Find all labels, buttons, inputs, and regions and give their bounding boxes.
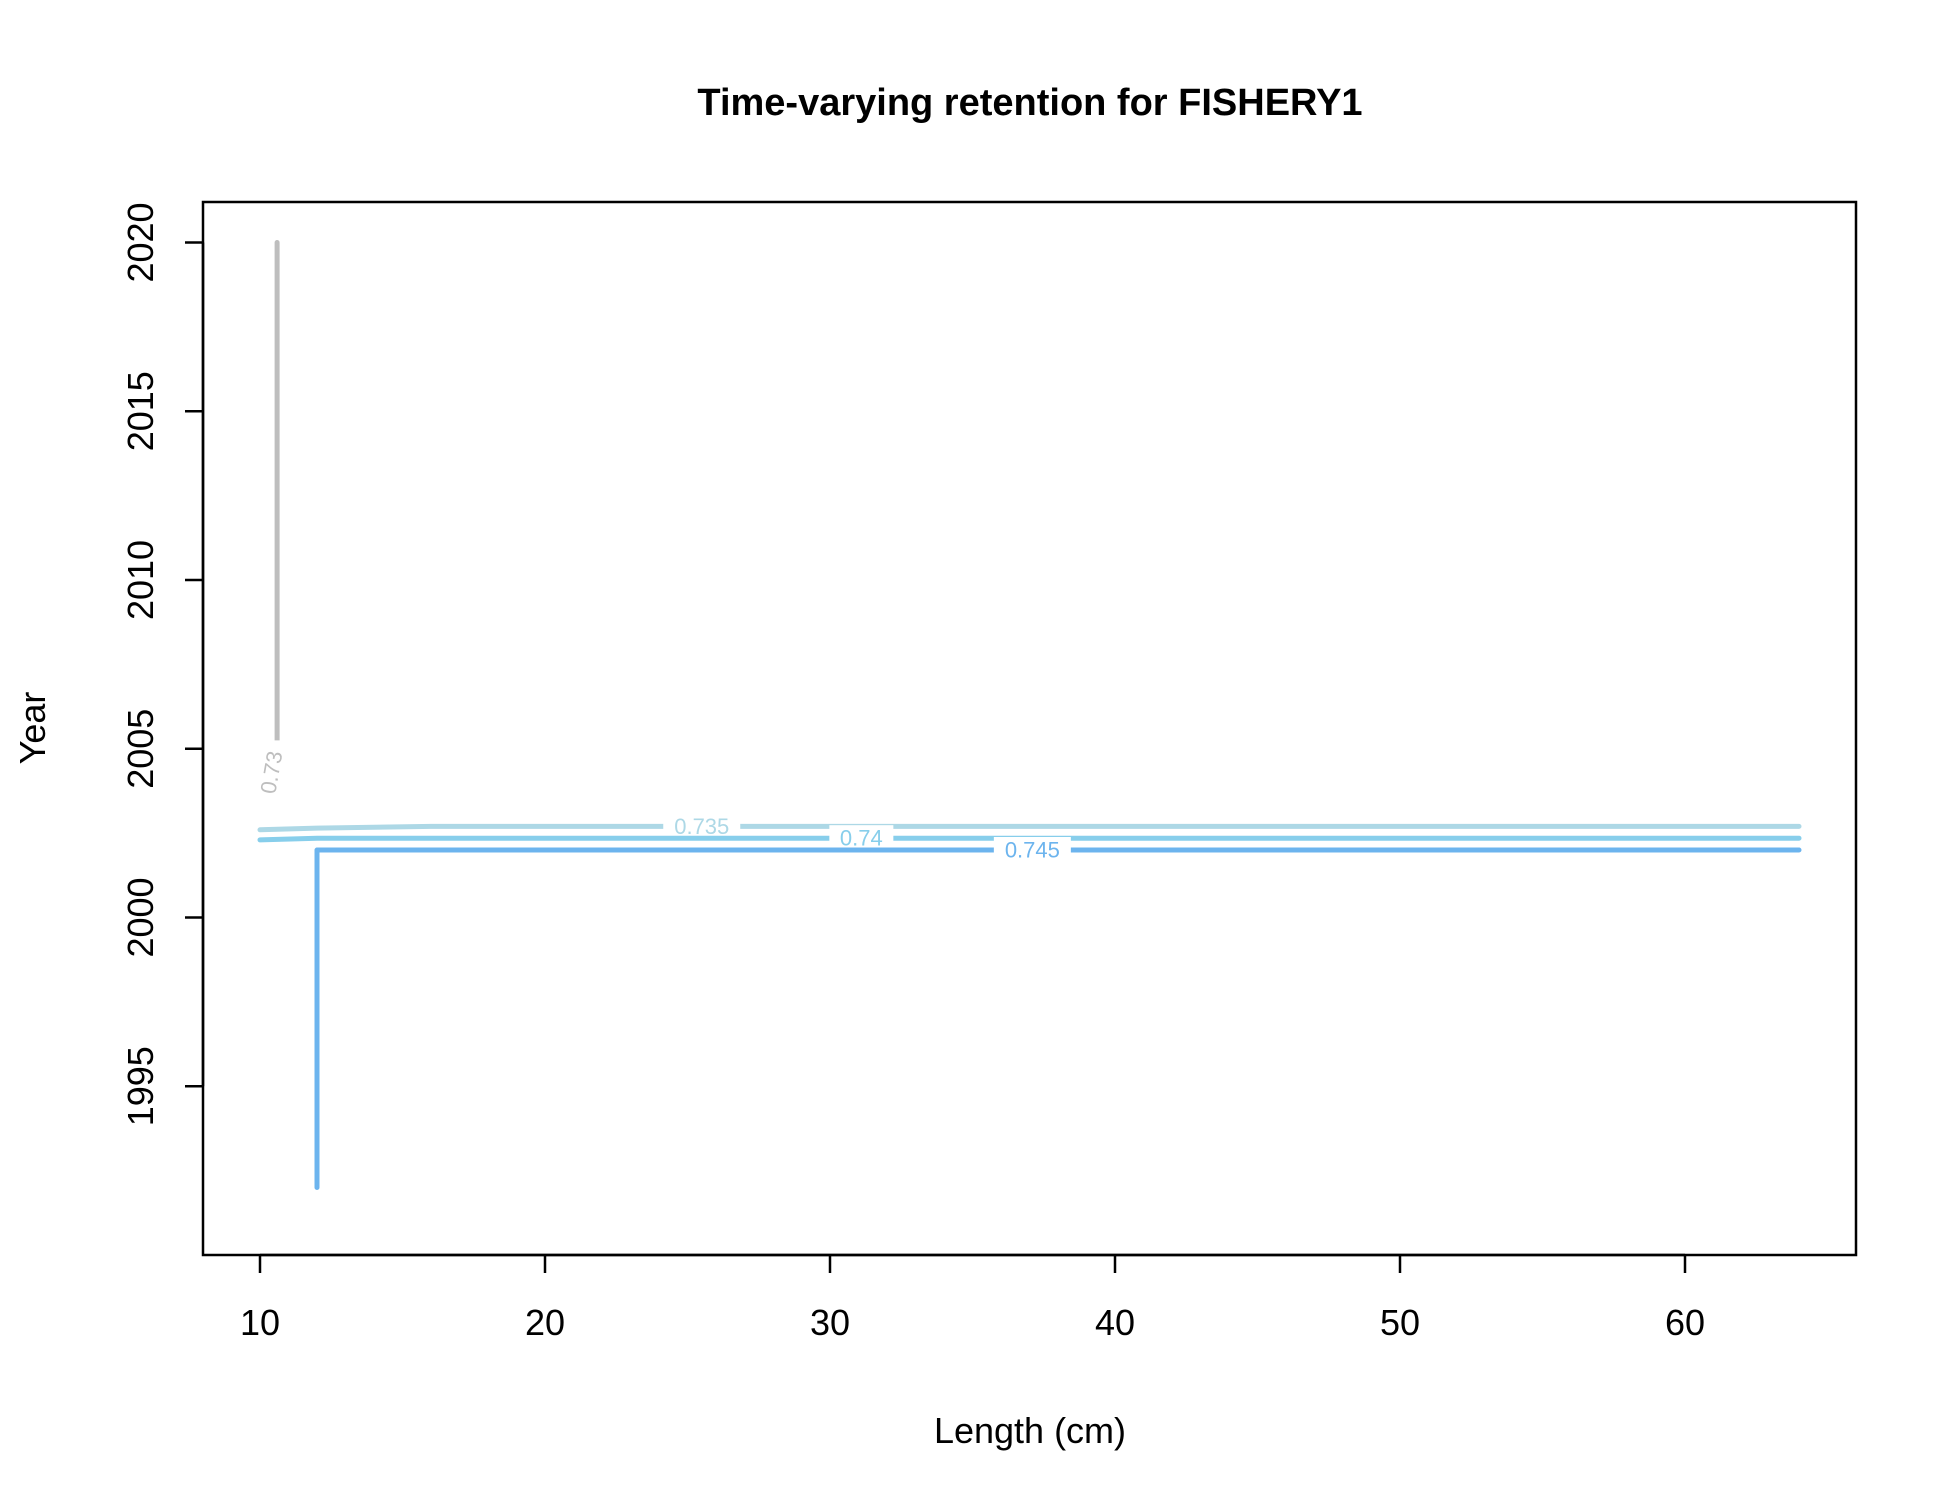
y-tick-label: 2020 [120,202,161,282]
x-tick-label: 10 [240,1302,280,1343]
y-tick-label: 2000 [120,877,161,957]
x-tick-label: 50 [1380,1302,1420,1343]
contour-label: 0.745 [1005,838,1060,863]
contour-label: 0.735 [674,814,729,839]
y-axis-label: Year [12,692,53,765]
x-axis-label: Length (cm) [934,1410,1126,1451]
plot-frame [201,200,1858,1257]
chart-title: Time-varying retention for FISHERY1 [697,82,1362,124]
x-tick-label: 40 [1095,1302,1135,1343]
contour-label-bg [993,837,1071,863]
y-tick-label: 2005 [120,709,161,789]
contour-label: 0.74 [840,826,883,851]
x-tick-label: 30 [810,1302,850,1343]
y-tick-label: 1995 [120,1046,161,1126]
contour-line [257,823,1802,833]
contour-label-bg [663,813,741,840]
contour-label-bg [829,825,894,852]
contour-line [314,847,1802,1190]
y-tick-label: 2015 [120,371,161,451]
y-tick-label: 2010 [120,540,161,620]
x-tick-label: 60 [1665,1302,1705,1343]
x-tick-label: 20 [525,1302,565,1343]
contour-line [257,835,1802,843]
contour-label-bg [258,740,285,805]
